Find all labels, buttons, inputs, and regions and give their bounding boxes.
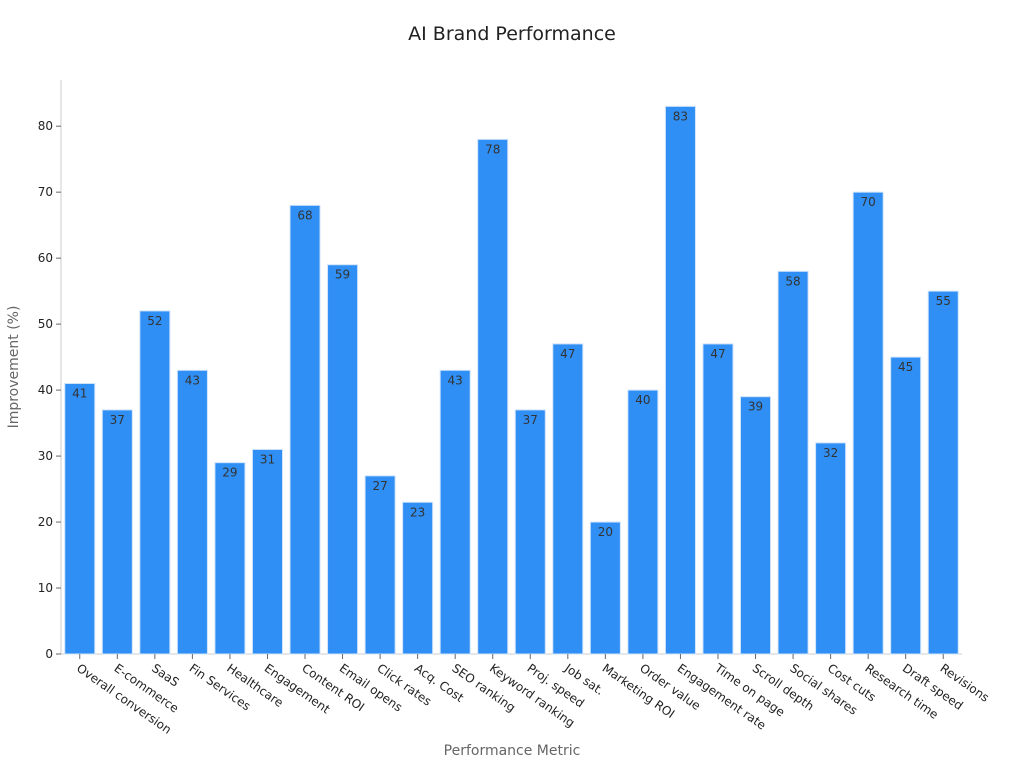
bar-value-label: 39 xyxy=(748,400,763,414)
bar xyxy=(514,409,546,655)
bar-value-label: 45 xyxy=(898,360,913,374)
y-tick-label: 80 xyxy=(38,119,53,133)
bar-value-label: 78 xyxy=(485,142,500,156)
y-tick-label: 30 xyxy=(38,449,53,463)
bar-value-label: 55 xyxy=(936,294,951,308)
bar xyxy=(552,343,584,655)
bar xyxy=(852,191,884,655)
bar xyxy=(101,409,133,655)
bar-value-label: 83 xyxy=(673,109,688,123)
bar xyxy=(139,310,171,655)
bar xyxy=(627,389,659,655)
bar-value-label: 47 xyxy=(560,347,575,361)
bar xyxy=(402,501,434,655)
bar-value-label: 32 xyxy=(823,446,838,460)
bar xyxy=(890,356,922,655)
bar xyxy=(702,343,734,655)
y-tick-label: 20 xyxy=(38,515,53,529)
bar-value-label: 47 xyxy=(710,347,725,361)
bar-value-label: 20 xyxy=(598,525,613,539)
bar-value-label: 31 xyxy=(260,452,275,466)
bar xyxy=(289,204,321,655)
bar xyxy=(927,290,959,655)
bar xyxy=(477,138,509,655)
bar-value-label: 29 xyxy=(222,466,237,480)
bar-value-label: 40 xyxy=(635,393,650,407)
bar-value-label: 23 xyxy=(410,505,425,519)
bar xyxy=(64,382,96,655)
y-tick-label: 40 xyxy=(38,383,53,397)
bar-value-label: 52 xyxy=(147,314,162,328)
bar xyxy=(589,521,621,655)
bar xyxy=(777,270,809,655)
y-tick-label: 0 xyxy=(45,647,53,661)
bar xyxy=(815,442,847,655)
bar-value-label: 68 xyxy=(297,208,312,222)
bar-value-label: 70 xyxy=(861,195,876,209)
bar xyxy=(740,396,772,655)
x-axis-label: Performance Metric xyxy=(444,743,581,759)
bar xyxy=(439,369,471,655)
bar-value-label: 59 xyxy=(335,268,350,282)
bar-value-label: 43 xyxy=(185,373,200,387)
bar xyxy=(327,264,359,655)
bar xyxy=(251,448,283,655)
y-tick-label: 10 xyxy=(38,581,53,595)
bar xyxy=(664,105,696,655)
bar xyxy=(176,369,208,655)
bar-value-label: 37 xyxy=(110,413,125,427)
bar-value-label: 27 xyxy=(372,479,387,493)
y-tick-label: 50 xyxy=(38,317,53,331)
bar xyxy=(364,475,396,655)
bar xyxy=(214,462,246,655)
y-tick-label: 70 xyxy=(38,185,53,199)
bar-value-label: 41 xyxy=(72,386,87,400)
bar-value-label: 43 xyxy=(448,373,463,387)
y-axis-label: Improvement (%) xyxy=(6,306,22,429)
chart-title: AI Brand Performance xyxy=(408,23,616,45)
y-tick-label: 60 xyxy=(38,251,53,265)
bar-value-label: 58 xyxy=(785,274,800,288)
bar-value-label: 37 xyxy=(523,413,538,427)
